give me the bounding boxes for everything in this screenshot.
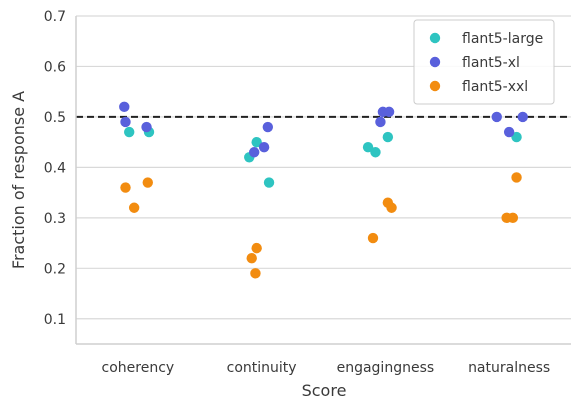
x-tick-label: engagingness	[337, 360, 435, 376]
data-point-flant5-xl	[119, 101, 130, 113]
data-point-flant5-xxl	[128, 202, 140, 213]
data-point-flant5-xxl	[507, 212, 519, 224]
legend-label: flant5-large	[462, 31, 543, 47]
x-axis-label: Score	[302, 381, 347, 398]
data-point-flant5-large	[263, 177, 275, 188]
y-tick-label: 0.5	[44, 110, 66, 126]
data-point-flant5-xl	[120, 116, 131, 128]
legend: flant5-large flant5-xl flant5-xxl	[413, 19, 555, 105]
y-tick-label: 0.1	[44, 312, 66, 328]
y-tick-label: 0.7	[44, 9, 66, 25]
legend-marker	[429, 80, 441, 92]
data-point-flant5-xxl	[386, 202, 397, 213]
data-point-flant5-xl	[491, 111, 502, 123]
data-point-flant5-xl	[383, 106, 395, 118]
legend-box	[413, 19, 555, 105]
data-point-flant5-xxl	[250, 268, 261, 279]
legend-marker	[429, 56, 441, 68]
data-point-flant5-xxl	[367, 232, 379, 244]
x-tick-label: continuity	[227, 360, 297, 376]
data-point-flant5-xxl	[251, 242, 262, 254]
y-tick-label: 0.2	[44, 261, 66, 277]
legend-label: flant5-xl	[462, 55, 520, 71]
y-tick-label: 0.4	[44, 160, 66, 176]
data-point-flant5-xl	[375, 116, 386, 128]
x-tick-label: naturalness	[468, 360, 550, 376]
data-point-flant5-xxl	[246, 253, 257, 264]
data-point-flant5-xl	[262, 121, 274, 133]
data-point-flant5-xl	[258, 142, 270, 153]
y-axis-ticks: 0.1 0.2 0.3 0.4 0.5 0.6 0.7	[44, 9, 66, 328]
data-point-flant5-xxl	[120, 182, 131, 193]
data-point-flant5-xl	[249, 147, 260, 158]
x-axis-ticks: coherency continuity engagingness naturalne…	[102, 360, 551, 376]
data-points	[119, 101, 528, 279]
y-tick-label: 0.6	[44, 59, 66, 75]
legend-label: flant5-xxl	[462, 79, 528, 95]
data-point-flant5-xl	[517, 111, 528, 123]
data-point-flant5-xl	[141, 121, 152, 133]
data-point-flant5-large	[511, 131, 522, 143]
legend-marker	[429, 32, 441, 44]
y-axis-label: Fraction of response A	[9, 91, 28, 269]
data-point-flant5-large	[251, 136, 262, 148]
data-point-flant5-xl	[503, 126, 515, 138]
data-point-flant5-large	[370, 147, 381, 158]
data-point-flant5-large	[124, 126, 135, 138]
data-point-flant5-xxl	[511, 172, 522, 183]
data-point-flant5-large	[382, 131, 394, 143]
data-point-flant5-xxl	[142, 177, 153, 188]
y-tick-label: 0.3	[44, 211, 66, 227]
x-tick-label: coherency	[102, 360, 175, 376]
data-point-flant5-large	[362, 142, 374, 153]
